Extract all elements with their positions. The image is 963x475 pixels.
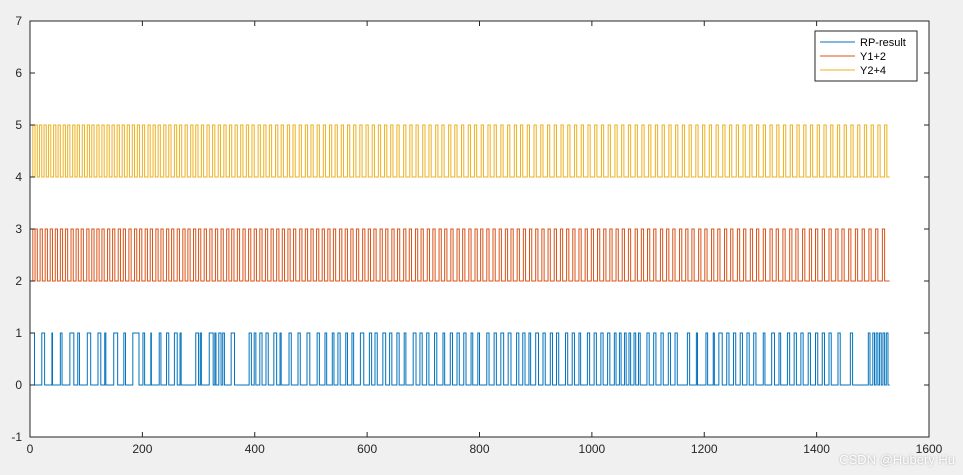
y-tick-label-8: 7 xyxy=(15,14,22,28)
y-tick-label-5: 4 xyxy=(15,170,22,184)
watermark-text: CSDN @Hubery Hu xyxy=(839,452,955,467)
x-tick-label-8: 1600 xyxy=(916,442,943,456)
y-tick-label-1: 0 xyxy=(15,378,22,392)
y-tick-label-3: 2 xyxy=(15,274,22,288)
y-tick-label-2: 1 xyxy=(15,326,22,340)
y-axis: -1 0 1 2 3 4 5 6 7 xyxy=(11,14,929,444)
series-layer xyxy=(30,124,890,386)
series-line-2 xyxy=(30,124,890,178)
series-line-0 xyxy=(30,332,890,386)
y-tick-label-6: 5 xyxy=(15,118,22,132)
x-axis: 0 200 400 600 800 1000 1200 1400 1600 xyxy=(27,21,943,456)
series-line-1 xyxy=(30,228,890,282)
x-tick-label-7: 1400 xyxy=(803,442,830,456)
y-tick-label-4: 3 xyxy=(15,222,22,236)
x-tick-label-0: 0 xyxy=(27,442,34,456)
x-tick-label-2: 400 xyxy=(245,442,265,456)
x-tick-label-3: 600 xyxy=(357,442,377,456)
x-tick-label-5: 1000 xyxy=(579,442,606,456)
legend-label-1: Y1+2 xyxy=(860,51,886,63)
y-tick-label-0: -1 xyxy=(11,430,22,444)
legend[interactable]: RP-result Y1+2 Y2+4 xyxy=(814,30,918,82)
y-tick-label-7: 6 xyxy=(15,66,22,80)
x-tick-label-4: 800 xyxy=(469,442,489,456)
x-tick-label-1: 200 xyxy=(132,442,152,456)
legend-label-2: Y2+4 xyxy=(860,65,886,77)
legend-label-0: RP-result xyxy=(860,37,906,49)
x-tick-label-6: 1200 xyxy=(691,442,718,456)
